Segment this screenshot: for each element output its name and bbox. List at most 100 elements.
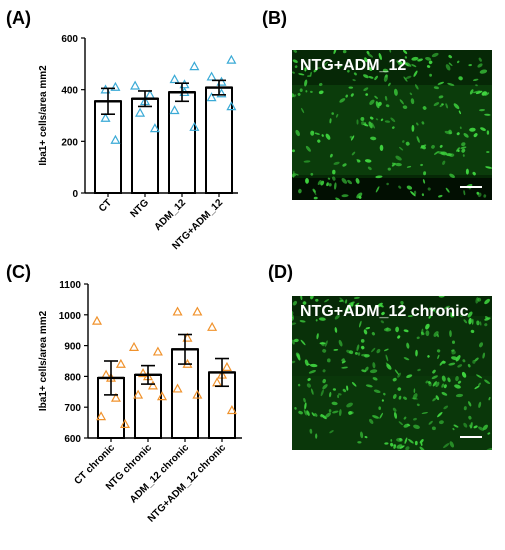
- microglia-cell: [477, 63, 483, 68]
- microglia-cell: [292, 313, 294, 319]
- microglia-cell: [371, 331, 375, 336]
- data-point-triangle: [138, 368, 149, 378]
- microglia-cell: [358, 320, 362, 328]
- microglia-cell: [416, 336, 420, 340]
- microglia-cell: [441, 375, 446, 382]
- panel-label-a: (A): [6, 8, 31, 28]
- microglia-cell: [327, 177, 331, 180]
- microglia-cell: [453, 103, 460, 110]
- microglia-cell: [478, 57, 482, 62]
- microglia-cell: [421, 121, 425, 125]
- microglia-cell: [332, 176, 336, 181]
- microglia-cell: [293, 338, 299, 343]
- microglia-cell: [474, 385, 480, 390]
- microglia-cell: [459, 126, 462, 130]
- microglia-cell: [431, 52, 439, 58]
- microglia-cell: [369, 116, 374, 120]
- microglia-cell: [304, 67, 307, 72]
- microglia-cell: [398, 185, 402, 189]
- microglia-cell: [319, 342, 326, 345]
- microglia-cell: [413, 424, 420, 429]
- microglia-cell: [375, 186, 380, 193]
- microglia-cell: [431, 375, 438, 380]
- microglia-cell: [375, 175, 383, 179]
- bar: [134, 373, 162, 439]
- microglia-cell: [325, 133, 331, 140]
- microglia-cell: [314, 413, 318, 417]
- microglia-cell: [452, 340, 455, 344]
- microglia-cell: [329, 118, 332, 124]
- microglia-cell: [449, 330, 452, 338]
- microglia-cell: [479, 321, 482, 326]
- microglia-cell: [413, 388, 416, 393]
- microglia-cell: [374, 95, 378, 99]
- microglia-cell: [305, 90, 308, 93]
- microglia-cell: [378, 406, 382, 410]
- microglia-cell: [470, 329, 475, 334]
- data-point-triangle: [169, 105, 180, 115]
- microglia-cell: [364, 57, 368, 63]
- microglia-cell: [342, 50, 347, 54]
- microglia-cell: [420, 144, 427, 149]
- panel-label-c: (C): [6, 262, 31, 282]
- microglia-cell: [455, 376, 459, 382]
- microglia-cell: [392, 407, 397, 412]
- microglia-cell: [322, 378, 326, 384]
- y-tick-label: 400: [61, 86, 78, 97]
- microglia-cell: [322, 61, 329, 67]
- microglia-cell: [443, 384, 447, 389]
- microglia-cell: [298, 73, 305, 76]
- microglia-cell: [350, 93, 354, 97]
- x-tick-label: NTG+ADM_12 chronic: [146, 442, 229, 525]
- microglia-cell: [467, 363, 471, 368]
- microglia-cell: [368, 121, 373, 129]
- microglia-cell: [398, 421, 403, 426]
- data-point-triangle: [172, 383, 183, 393]
- microglia-cell: [361, 353, 368, 357]
- microglia-cell: [413, 190, 417, 196]
- microglia-cell: [439, 144, 443, 148]
- microglia-cell: [320, 389, 324, 397]
- microglia-cell: [369, 369, 378, 374]
- microglia-cell: [310, 130, 315, 136]
- y-tick-label: 600: [64, 434, 81, 445]
- microglia-cell: [348, 301, 355, 306]
- data-point-triangle: [206, 71, 217, 81]
- microglia-cell: [384, 120, 391, 123]
- tissue-band: [292, 85, 492, 175]
- microglia-cell: [486, 151, 490, 153]
- micrograph-b: NTG+ADM_12: [292, 50, 492, 200]
- microglia-cell: [390, 117, 396, 123]
- microglia-cell: [390, 439, 393, 442]
- microglia-cell: [312, 188, 316, 193]
- micrograph-b-image: [292, 50, 492, 200]
- microglia-cell: [326, 182, 329, 187]
- microglia-cell: [305, 145, 311, 152]
- microglia-cell: [443, 443, 450, 449]
- microglia-cell: [406, 423, 411, 427]
- microglia-cell: [332, 410, 339, 414]
- microglia-cell: [397, 335, 401, 339]
- microglia-cell: [371, 347, 376, 353]
- y-tick-label: 600: [61, 34, 78, 45]
- micrograph-d-title: NTG+ADM_12 chronic: [300, 303, 469, 320]
- microglia-cell: [396, 60, 400, 64]
- microglia-cell: [385, 104, 390, 108]
- microglia-cell: [331, 112, 334, 115]
- microglia-cell: [399, 146, 404, 151]
- microglia-cell: [479, 69, 488, 74]
- microglia-cell: [403, 396, 407, 400]
- microglia-cell: [463, 133, 469, 138]
- microglia-cell: [341, 358, 345, 362]
- microglia-cell: [387, 167, 391, 171]
- microglia-cell: [366, 50, 370, 55]
- microglia-cell: [393, 411, 398, 419]
- scale-bar: [460, 436, 482, 438]
- microglia-cell: [300, 296, 303, 301]
- microglia-cell: [478, 426, 485, 431]
- bar-chart-a: 0 200 400 600 Iba1+ cells/area mm2 CT NTG ADM_1…: [38, 34, 238, 252]
- data-point-triangle: [110, 134, 121, 144]
- microglia-cell: [453, 424, 459, 428]
- microglia-cell: [292, 310, 294, 314]
- microglia-cell: [468, 415, 472, 420]
